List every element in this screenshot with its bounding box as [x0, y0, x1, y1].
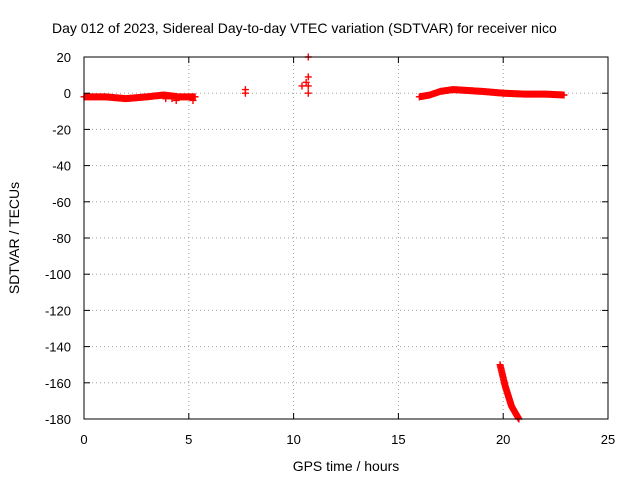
- y-tick-label: 20: [57, 50, 71, 65]
- y-axis-label: SDTVAR / TECUs: [6, 182, 22, 294]
- data-point: [241, 89, 249, 97]
- y-tick-label: -20: [52, 122, 71, 137]
- x-tick-label: 5: [185, 432, 192, 447]
- data-point: [168, 95, 176, 103]
- y-tick-label: 0: [64, 86, 71, 101]
- x-axis-label: GPS time / hours: [293, 458, 400, 474]
- y-tick-label: -180: [45, 412, 71, 427]
- data-point: [298, 82, 306, 90]
- ticks-layer: 0 5 10 15 20 25 20 0 -20 -40 -60 -80 -100 -120 -140 -16…: [45, 50, 615, 447]
- data-point: [302, 78, 310, 86]
- grid-layer: [84, 57, 608, 419]
- x-tick-label: 25: [601, 432, 615, 447]
- x-tick-label: 0: [80, 432, 87, 447]
- y-tick-label: -80: [52, 231, 71, 246]
- data-point: [172, 96, 180, 104]
- x-tick-label: 20: [496, 432, 510, 447]
- data-point: [162, 95, 170, 103]
- y-tick-label: -40: [52, 159, 71, 174]
- y-tick-label: -60: [52, 195, 71, 210]
- y-tick-label: -120: [45, 303, 71, 318]
- data-point: [304, 89, 312, 97]
- y-tick-label: -160: [45, 376, 71, 391]
- data-point: [304, 82, 312, 90]
- x-tick-label: 15: [391, 432, 405, 447]
- points-layer: [80, 53, 568, 423]
- data-point: [191, 93, 199, 101]
- data-point: [189, 96, 197, 104]
- x-tick-label: 10: [286, 432, 300, 447]
- y-tick-label: -100: [45, 267, 71, 282]
- data-point: [560, 91, 568, 99]
- chart-title: Day 012 of 2023, Sidereal Day-to-day VTE…: [52, 20, 557, 36]
- y-tick-label: -140: [45, 340, 71, 355]
- plot-frame: [83, 56, 609, 420]
- data-point: [304, 73, 312, 81]
